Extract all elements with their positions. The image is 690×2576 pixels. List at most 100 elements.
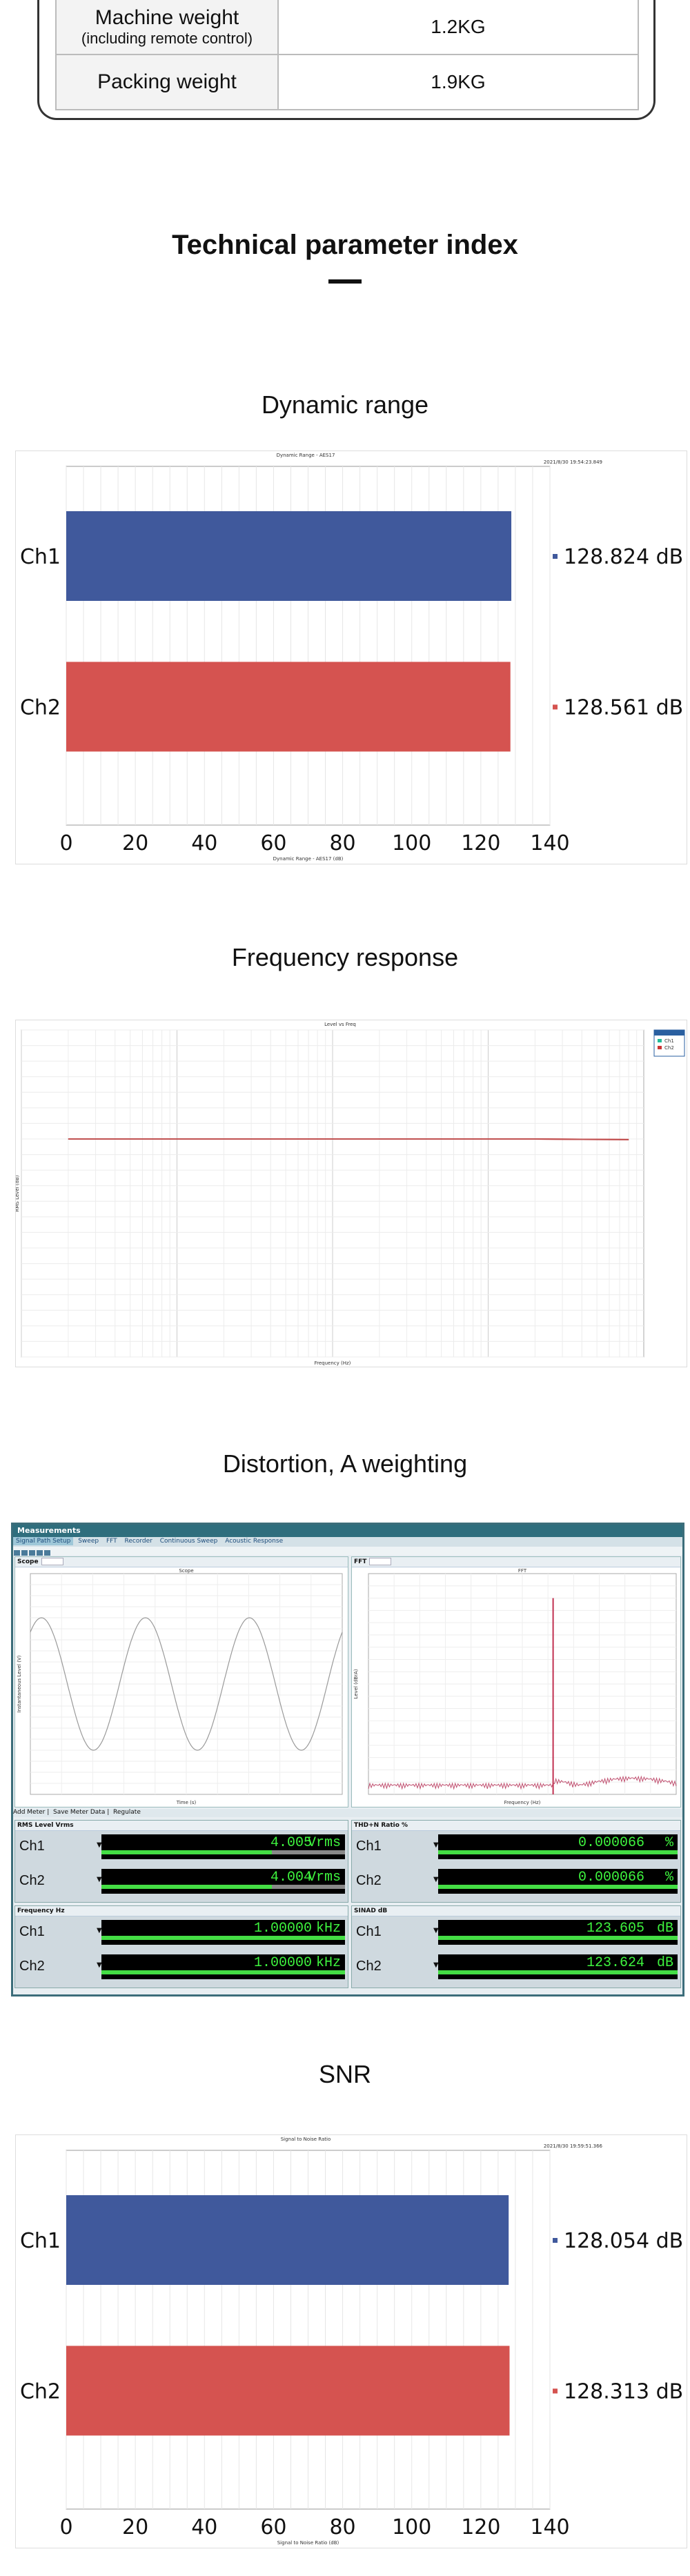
legend-header: [654, 1030, 684, 1036]
meter-header: Frequency Hz: [15, 1906, 348, 1916]
legend-entry: Ch2: [664, 1045, 674, 1051]
toolbar-icon[interactable]: [14, 1550, 20, 1556]
frequency-response-heading: Frequency response: [231, 943, 459, 971]
dropdown-arrow-icon[interactable]: ▼: [97, 1841, 102, 1849]
x-axis-label: Signal to Noise Ratio (dB): [277, 2540, 339, 2546]
scope-window: Scope Scope Time (s) Instantaneous Level (…: [14, 1556, 348, 1807]
channel-label: Ch1: [356, 1839, 382, 1854]
dynamic-range-panel: Dynamic Range - AES17 2021/8/30 19:54:23.…: [15, 450, 687, 864]
meter-value: 1.00000: [253, 1921, 312, 1936]
tab-recorder[interactable]: Recorder: [124, 1538, 152, 1545]
meter-bar-remaining: [272, 1850, 345, 1854]
dropdown-arrow-icon[interactable]: ▼: [433, 1961, 439, 1969]
x-axis-label: Frequency (Hz): [315, 1360, 351, 1366]
bar-ch1: [66, 511, 512, 601]
dropdown-arrow-icon[interactable]: ▼: [97, 1876, 102, 1883]
category-label: Ch2: [20, 695, 61, 720]
chart-title: Signal to Noise Ratio: [281, 2137, 331, 2142]
dropdown-arrow-icon[interactable]: ▼: [97, 1961, 102, 1969]
frequency-response-panel: Level vs Freq Frequency (Hz) RMS Level (dB…: [14, 1020, 687, 1367]
spec-value: 1.9KG: [277, 54, 639, 110]
dropdown-arrow-icon[interactable]: ▼: [433, 1841, 439, 1849]
category-label: Ch1: [20, 2229, 61, 2253]
x-tick-label: 80: [329, 831, 355, 855]
meter-row: Ch2 ▼ 0.000066%: [352, 1867, 680, 1895]
save-meter-data-button[interactable]: Save Meter Data: [52, 1809, 106, 1816]
meter-bar: [101, 1850, 273, 1854]
legend-swatch: [658, 1046, 662, 1049]
x-tick-label: 20: [122, 831, 148, 855]
meter-header: SINAD dB: [352, 1906, 680, 1916]
fft-label: FFT: [354, 1558, 367, 1565]
channel-label: Ch1: [19, 1924, 45, 1939]
tab-continuous-sweep[interactable]: Continuous Sweep: [159, 1538, 218, 1545]
toolbar-icon[interactable]: [44, 1550, 50, 1556]
dropdown-arrow-icon[interactable]: ▼: [433, 1927, 439, 1934]
x-tick-label: 120: [461, 831, 500, 855]
channel-label: Ch2: [356, 1959, 382, 1974]
chart-title: FFT: [518, 1568, 527, 1574]
spec-value: 1.2KG: [277, 0, 639, 55]
chart-title: Dynamic Range - AES17: [277, 453, 335, 458]
data-label: 128.054 dB: [564, 2229, 683, 2253]
tab-acoustic-response[interactable]: Acoustic Response: [225, 1538, 284, 1545]
meter-bar: [438, 1970, 678, 1974]
fft-select[interactable]: [369, 1558, 392, 1565]
dropdown-arrow-icon[interactable]: ▼: [433, 1876, 439, 1883]
distortion-heading: Distortion, A weighting: [222, 1449, 468, 1478]
channel-select[interactable]: [41, 1558, 63, 1565]
fft-window: FFT FFT Frequency (Hz) Level (dBrA): [351, 1556, 681, 1807]
legend-entry: Ch1: [664, 1038, 674, 1044]
x-tick-label: 100: [392, 831, 431, 855]
meter-row: Ch1 ▼ 0.000066%: [352, 1833, 680, 1861]
meter-row: Ch1 ▼ 4.005 Vrms: [15, 1833, 348, 1861]
toolbar-icon[interactable]: [21, 1550, 28, 1556]
meter-display: 1.00000 kHz: [101, 1920, 345, 1945]
dropdown-arrow-icon[interactable]: ▼: [97, 1927, 102, 1934]
bar-ch2: [66, 662, 511, 752]
snr-panel: Signal to Noise Ratio 2021/8/30 19:59:51.…: [15, 2134, 687, 2548]
meter-display: 4.004 Vrms: [101, 1869, 345, 1894]
noise-floor: [368, 1775, 677, 1790]
meter-value: 123.605: [586, 1921, 644, 1936]
meter-bar: [101, 1885, 273, 1889]
meter-window: THD+N Ratio % Ch1 ▼ 0.000066% Ch2 ▼ 0.000066%: [351, 1820, 681, 1903]
chart-title: Scope: [179, 1568, 193, 1574]
x-axis-label: Time (s): [176, 1800, 197, 1805]
meter-bar: [438, 1850, 678, 1854]
meter-value: 4.004: [270, 1870, 312, 1885]
spec-table: Machine weight (including remote control…: [55, 0, 639, 110]
scope-chart: Scope Time (s) Instantaneous Level (V): [17, 1568, 343, 1805]
value-marker: [553, 2238, 558, 2243]
tab-sweep[interactable]: Sweep: [78, 1538, 99, 1545]
add-meter-button[interactable]: Add Meter: [13, 1809, 46, 1816]
section-divider: [328, 279, 362, 284]
bar-ch2: [66, 2346, 510, 2436]
toolbar-icon[interactable]: [29, 1550, 35, 1556]
meter-header: THD+N Ratio %: [352, 1821, 680, 1831]
tab-signal-path[interactable]: Signal Path Setup: [13, 1537, 74, 1545]
regulate-button[interactable]: Regulate: [112, 1809, 141, 1816]
x-tick-label: 0: [59, 831, 72, 855]
section-title: Technical parameter index: [172, 230, 518, 260]
x-axis-label: Dynamic Range - AES17 (dB): [273, 856, 344, 862]
y-axis-label: RMS Level (dB): [16, 1175, 20, 1211]
meter-display: 1.00000 kHz: [101, 1954, 345, 1979]
x-tick-label: 20: [122, 2515, 148, 2539]
toolbar-icon[interactable]: [37, 1550, 43, 1556]
meter-value: 1.00000: [253, 1955, 312, 1971]
x-tick-label: 0: [59, 2515, 72, 2539]
tab-fft[interactable]: FFT: [106, 1538, 117, 1545]
meter-unit: %: [664, 1870, 673, 1885]
y-axis-label: Instantaneous Level (V): [17, 1655, 22, 1712]
value-marker: [553, 554, 558, 559]
channel-label: Ch2: [19, 1959, 45, 1974]
x-tick-label: 100: [392, 2515, 431, 2539]
dynamic-range-chart: Dynamic Range - AES17 2021/8/30 19:54:23.…: [20, 453, 683, 862]
chart-title: Level vs Freq: [324, 1022, 356, 1027]
channel-label: Ch2: [356, 1873, 382, 1888]
data-label: 128.313 dB: [564, 2379, 683, 2404]
data-label: 128.824 dB: [564, 545, 683, 569]
meter-value: 0.000066: [578, 1870, 644, 1885]
meter-row: Ch1 ▼ 123.605 dB: [352, 1919, 680, 1946]
